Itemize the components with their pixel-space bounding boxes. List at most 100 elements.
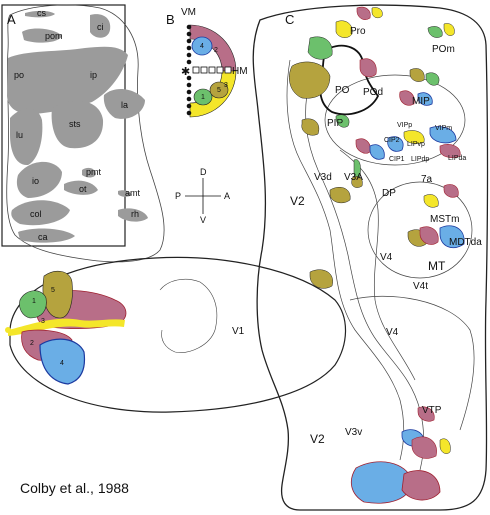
label-ca: ca <box>38 232 48 242</box>
label-pmt: pmt <box>86 167 102 177</box>
sulcus-io <box>16 161 62 198</box>
c-field-4-blue-cip <box>387 136 404 152</box>
compass-v: V <box>200 215 206 225</box>
c-field-5-olive-v4 <box>309 269 333 289</box>
sulcus-la <box>103 88 145 119</box>
c-field-1-green-pom <box>427 26 443 38</box>
panel-a-letter: A <box>7 12 16 27</box>
area-vipp: VIPp <box>397 122 412 129</box>
flatmap-outline <box>252 4 489 511</box>
panel-c: C <box>252 4 489 511</box>
v1-num-1: 1 <box>32 298 36 305</box>
c-field-5-olive-pip <box>301 118 320 136</box>
area-v4t: V4t <box>413 281 428 292</box>
label-rh: rh <box>131 209 139 219</box>
c-field-3-yellow-vtp <box>439 438 451 454</box>
c-field-2-mauve-mt <box>419 226 439 245</box>
v2-inner-boundary <box>286 59 405 461</box>
label-ip: ip <box>90 70 97 80</box>
c-field-1-green-pip <box>335 114 350 128</box>
v1-field-3 <box>8 318 125 336</box>
panel-b: B VM ✱ HM 4 2 1 5 3 D <box>166 7 248 225</box>
label-io: io <box>32 176 39 186</box>
sulcus-lu <box>10 108 43 166</box>
area-v3d: V3d <box>314 172 332 183</box>
label-lu: lu <box>16 130 23 140</box>
v4-boundary <box>339 149 416 381</box>
panel-a: A cs pom ci po ip la lu sts pmt io ot am… <box>1 4 165 263</box>
c-field-5-olive-v3d <box>329 187 351 204</box>
v1-field-4 <box>39 338 86 385</box>
c-field-2-mauve-v2v <box>411 436 437 459</box>
area-lipda: LIPda <box>448 155 466 162</box>
area-mt: MT <box>428 259 446 273</box>
c-field-1-green-mip <box>425 72 440 86</box>
label-amt: amt <box>125 188 141 198</box>
area-pip: PIP <box>327 118 343 129</box>
area-mstm: MSTm <box>430 214 459 225</box>
area-dp: DP <box>382 188 396 199</box>
c-field-2-mauve-mip <box>399 90 415 106</box>
v1-num-5: 5 <box>51 287 55 294</box>
b-num-1: 1 <box>201 94 205 101</box>
sulcus-ca <box>18 228 75 243</box>
sulcus-col <box>11 200 70 226</box>
area-v3v: V3v <box>345 427 362 438</box>
c-field-3-yellow-pom <box>443 23 455 36</box>
sulcus-rh <box>118 208 148 222</box>
sulcus-ci <box>90 14 111 38</box>
v1-num-2: 2 <box>30 340 34 347</box>
c-field-4-blue-bottom <box>350 461 413 504</box>
panel-c-letter: C <box>285 12 294 27</box>
c-field-5-olive-po <box>289 61 331 99</box>
area-v3a: V3A <box>344 172 363 183</box>
area-mdtda: MDTda <box>449 237 482 248</box>
compass-p: P <box>175 191 181 201</box>
v1-label: V1 <box>232 326 245 337</box>
area-v4-upper: V4 <box>380 252 393 263</box>
v1-num-3: 3 <box>41 318 45 325</box>
c-field-1-green-top <box>307 36 333 60</box>
c-field-1-green-v3d <box>353 159 361 180</box>
b-field-5 <box>209 81 229 99</box>
c-field-4-blue-lip <box>429 126 457 144</box>
ips-bank <box>324 74 466 166</box>
c-field-4-blue-mip <box>417 92 433 106</box>
area-cip1: CIP1 <box>389 156 405 163</box>
label-po: po <box>14 70 24 80</box>
label-col: col <box>30 209 42 219</box>
lower-bank <box>349 295 475 431</box>
label-sts: sts <box>69 119 81 129</box>
area-v2-lower: V2 <box>310 432 325 446</box>
area-v4-lower: V4 <box>386 327 399 338</box>
label-ci: ci <box>97 22 104 32</box>
c-field-2-mauve-lip <box>439 144 461 158</box>
area-pom: POm <box>432 44 455 55</box>
c-field-2-mauve-vtp <box>417 406 435 422</box>
b-field-1 <box>193 88 213 106</box>
area-cip2: CIP2 <box>384 137 400 144</box>
area-lipdp: LIPdp <box>411 156 429 163</box>
label-cs: cs <box>37 8 47 18</box>
hm-squares <box>192 66 232 74</box>
c-field-2-mauve-bottom <box>401 470 441 501</box>
sulcus-amt <box>118 190 132 197</box>
c-field-4-blue-v3a <box>369 144 385 160</box>
c-field-5-olive-dp <box>351 176 363 188</box>
label-ot: ot <box>79 184 87 194</box>
compass-d: D <box>200 167 207 177</box>
c-field-2-mauve-mst <box>443 184 459 198</box>
sulcus-pom <box>22 28 62 43</box>
b-num-4: 4 <box>200 43 204 50</box>
orientation-compass: D V P A <box>175 167 230 225</box>
area-lipvp: LIPvp <box>407 141 425 148</box>
area-vipm: VIPm <box>435 125 452 132</box>
area-7a: 7a <box>421 174 433 185</box>
b-num-3: 3 <box>224 82 228 89</box>
credit-text: Colby et al., 1988 <box>20 480 129 496</box>
v1-outline <box>9 256 347 413</box>
v1-num-4: 4 <box>60 360 64 367</box>
v1-inner-line <box>159 278 218 353</box>
sulcus-po-ip <box>7 46 128 115</box>
c-field-4-blue-mt <box>439 225 465 248</box>
